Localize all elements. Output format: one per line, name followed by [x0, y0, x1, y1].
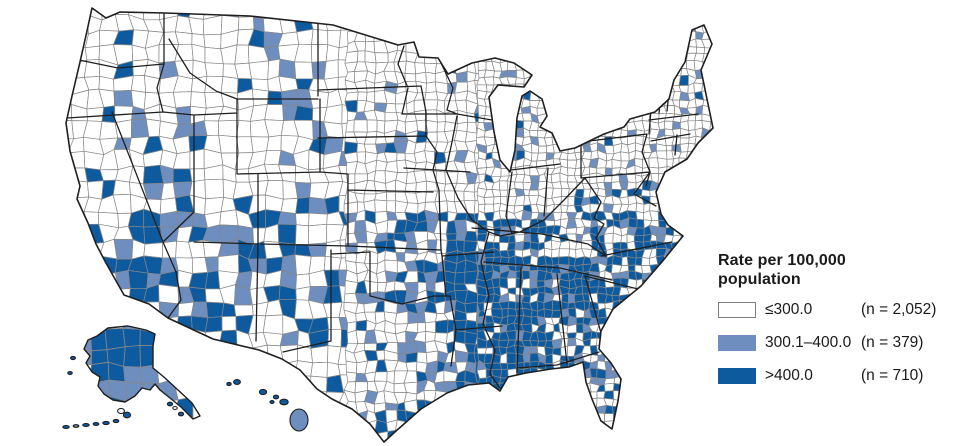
legend-range-label: ≤300.0 [765, 300, 813, 318]
legend-title: Rate per 100,000 population [718, 251, 960, 289]
legend-class-row: 300.1–400.0 (n = 379) [718, 334, 960, 351]
legend-class-row: ≤300.0 (n = 2,052) [718, 301, 960, 318]
legend-class-row: >400.0 (n = 710) [718, 367, 960, 384]
legend-swatch-low [718, 301, 756, 318]
legend-count-label: (n = 379) [861, 333, 924, 351]
legend-title-line2: population [718, 271, 801, 288]
legend-title-line1: Rate per 100,000 [718, 252, 846, 269]
legend-swatch-high [718, 367, 756, 384]
map-legend: Rate per 100,000 population ≤300.0 (n = … [718, 251, 960, 384]
legend-count-label: (n = 2,052) [861, 300, 937, 318]
legend-swatch-mid [718, 334, 756, 351]
legend-range-label: >400.0 [765, 366, 813, 384]
legend-count-label: (n = 710) [861, 366, 924, 384]
legend-range-label: 300.1–400.0 [765, 333, 852, 351]
